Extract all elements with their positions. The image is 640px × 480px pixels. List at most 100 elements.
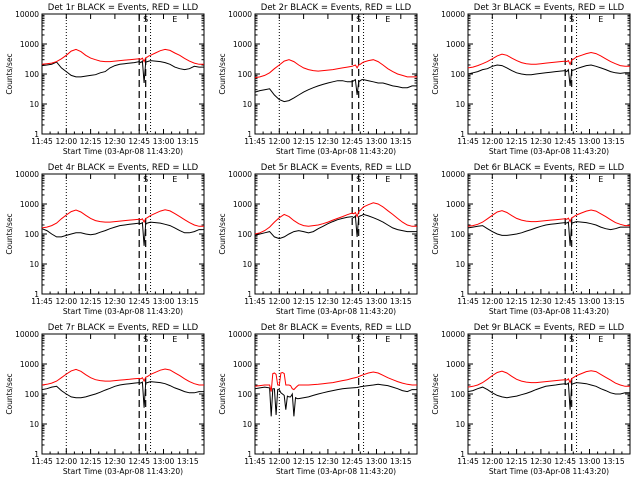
y-tick-label: 10000 <box>441 170 465 179</box>
x-tick-label: 12:00 <box>268 137 290 146</box>
x-tick-label: 12:15 <box>293 137 315 146</box>
x-tick-label: 13:00 <box>153 457 175 466</box>
x-tick-label: 12:45 <box>341 297 363 306</box>
y-tick-label: 10 <box>29 420 39 429</box>
y-tick-label: 1000 <box>446 360 465 369</box>
x-tick-label: 12:15 <box>80 137 102 146</box>
y-tick-label: 100 <box>238 390 253 399</box>
x-tick-label: 13:00 <box>153 297 175 306</box>
x-tick-label: 12:30 <box>530 457 552 466</box>
y-tick-label: 100 <box>451 230 466 239</box>
x-tick-label: 12:00 <box>481 137 503 146</box>
x-tick-label: 12:00 <box>268 297 290 306</box>
y-tick-label: 100 <box>238 70 253 79</box>
x-tick-label: 11:45 <box>31 297 53 306</box>
y-tick-label: 1 <box>247 290 252 299</box>
x-tick-label: 13:15 <box>390 297 412 306</box>
x-tick-label: 12:30 <box>104 137 126 146</box>
x-tick-label: 13:15 <box>177 137 199 146</box>
y-tick-label: 100 <box>238 230 253 239</box>
y-tick-label: 10000 <box>15 170 39 179</box>
y-tick-label: 1000 <box>446 200 465 209</box>
series-line-lld <box>254 371 417 392</box>
panel-6: Det 6r BLACK = Events, RED = LLD 1 10 100 10… <box>431 163 631 316</box>
x-tick-label: 13:00 <box>366 457 388 466</box>
time-marker-s: S <box>569 15 574 24</box>
y-axis-label: Counts/sec <box>218 213 227 254</box>
y-tick-label: 100 <box>451 390 466 399</box>
y-tick-label: 100 <box>25 230 40 239</box>
panel-5: Det 5r BLACK = Events, RED = LLD 1 10 100 10… <box>218 163 418 316</box>
x-tick-label: 12:15 <box>80 297 102 306</box>
y-tick-label: 1000 <box>446 40 465 49</box>
panel-2: Det 2r BLACK = Events, RED = LLD 1 10 100 10… <box>218 3 418 156</box>
y-tick-label: 1 <box>34 290 39 299</box>
panel-title: Det 6r BLACK = Events, RED = LLD <box>474 163 625 173</box>
panel-4: Det 4r BLACK = Events, RED = LLD 1 10 100 10… <box>5 163 205 316</box>
x-tick-label: 13:15 <box>603 297 625 306</box>
series-line-events <box>41 381 204 408</box>
x-tick-label: 11:45 <box>457 137 479 146</box>
x-tick-label: 13:15 <box>390 137 412 146</box>
y-tick-label: 1 <box>460 290 465 299</box>
x-tick-label: 12:30 <box>317 297 339 306</box>
time-marker-s: S <box>143 335 148 344</box>
x-tick-label: 12:45 <box>128 137 150 146</box>
time-marker-e: E <box>172 15 177 24</box>
y-axis-label: Counts/sec <box>218 373 227 414</box>
x-tick-label: 12:30 <box>104 297 126 306</box>
y-tick-label: 10000 <box>441 10 465 19</box>
y-tick-label: 1 <box>247 130 252 139</box>
y-tick-label: 1 <box>460 450 465 459</box>
series-line-lld <box>254 59 417 79</box>
y-tick-label: 1000 <box>20 40 39 49</box>
x-tick-label: 12:15 <box>80 457 102 466</box>
x-tick-label: 12:45 <box>554 457 576 466</box>
x-axis-label: Start Time (03-Apr-08 11:43:20) <box>489 147 609 156</box>
panel-title: Det 5r BLACK = Events, RED = LLD <box>261 163 412 173</box>
y-tick-label: 10 <box>242 260 252 269</box>
y-tick-label: 10 <box>29 100 39 109</box>
x-tick-label: 12:00 <box>481 297 503 306</box>
series-line-events <box>254 78 417 103</box>
panel-7: Det 7r BLACK = Events, RED = LLD 1 10 100 10… <box>5 323 205 476</box>
x-axis-label: Start Time (03-Apr-08 11:43:20) <box>276 467 396 476</box>
y-tick-label: 10000 <box>228 10 252 19</box>
y-tick-label: 1000 <box>233 360 252 369</box>
x-tick-label: 12:00 <box>55 137 77 146</box>
x-axis-label: Start Time (03-Apr-08 11:43:20) <box>63 307 183 316</box>
x-tick-label: 11:45 <box>244 457 266 466</box>
x-tick-label: 13:00 <box>153 137 175 146</box>
panel-title: Det 3r BLACK = Events, RED = LLD <box>474 3 625 13</box>
x-tick-label: 13:00 <box>366 297 388 306</box>
series-line-events <box>467 221 630 246</box>
x-tick-label: 12:15 <box>293 457 315 466</box>
x-tick-label: 12:30 <box>317 137 339 146</box>
x-tick-label: 12:15 <box>293 297 315 306</box>
y-tick-label: 1 <box>34 450 39 459</box>
y-axis-label: Counts/sec <box>5 53 14 94</box>
x-tick-label: 12:15 <box>506 297 528 306</box>
x-tick-label: 12:45 <box>341 457 363 466</box>
y-tick-label: 1 <box>34 130 39 139</box>
x-tick-label: 11:45 <box>457 297 479 306</box>
y-tick-label: 10 <box>242 420 252 429</box>
x-axis-label: Start Time (03-Apr-08 11:43:20) <box>276 147 396 156</box>
x-tick-label: 12:30 <box>104 457 126 466</box>
series-line-events <box>41 221 204 246</box>
panel-8: Det 8r BLACK = Events, RED = LLD 1 10 100 10… <box>218 323 418 476</box>
x-tick-label: 12:00 <box>268 457 290 466</box>
time-marker-e: E <box>385 15 390 24</box>
y-tick-label: 10 <box>455 260 465 269</box>
x-tick-label: 11:45 <box>244 297 266 306</box>
y-tick-label: 10 <box>242 100 252 109</box>
y-tick-label: 10000 <box>15 10 39 19</box>
y-tick-label: 10 <box>455 420 465 429</box>
x-axis-label: Start Time (03-Apr-08 11:43:20) <box>63 467 183 476</box>
time-marker-e: E <box>598 15 603 24</box>
y-axis-label: Counts/sec <box>218 53 227 94</box>
x-tick-label: 13:15 <box>603 457 625 466</box>
x-axis-label: Start Time (03-Apr-08 11:43:20) <box>276 307 396 316</box>
series-line-events <box>254 213 417 240</box>
x-tick-label: 11:45 <box>31 137 53 146</box>
